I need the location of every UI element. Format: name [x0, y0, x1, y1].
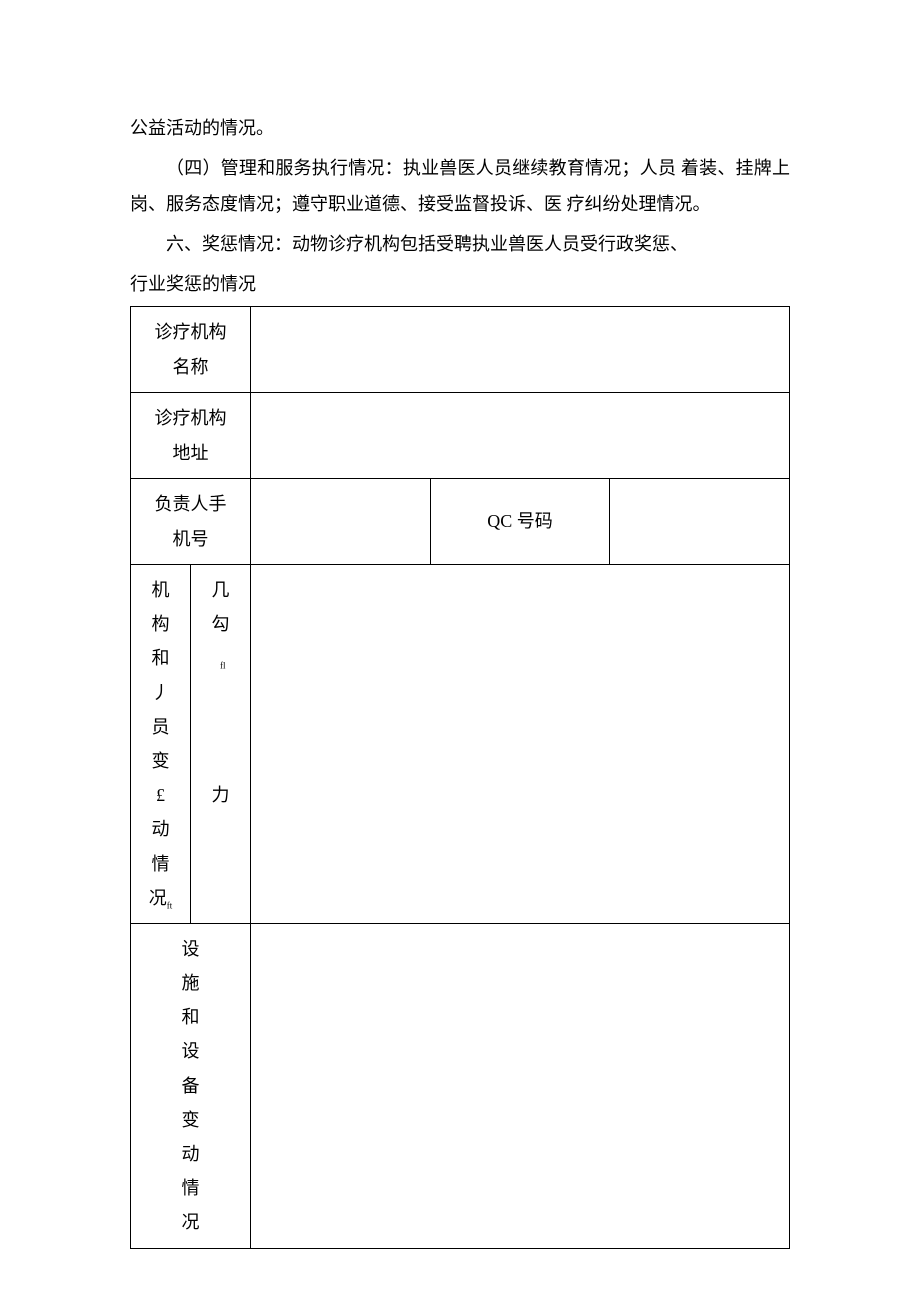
- value-facilities-changes: [251, 923, 790, 1248]
- table-row: 机构和丿员变£动情况ft 几勾 fl 力: [131, 565, 790, 924]
- value-org-personnel-changes: [251, 565, 790, 924]
- value-institution-name: [251, 307, 790, 393]
- label-institution-name: 诊疗机构 名称: [131, 307, 251, 393]
- table-row: 诊疗机构 名称: [131, 307, 790, 393]
- institution-info-table: 诊疗机构 名称 诊疗机构 地址 负责人手 机号 QC 号码 机构和丿员变£动情况…: [130, 306, 790, 1249]
- table-row: 诊疗机构 地址: [131, 393, 790, 479]
- value-institution-address: [251, 393, 790, 479]
- label-org-personnel-col2: 几勾 fl 力: [191, 565, 251, 924]
- para-industry-rewards: 行业奖惩的情况: [130, 266, 790, 302]
- table-row: 设施和设备变动情况: [131, 923, 790, 1248]
- label-institution-address: 诊疗机构 地址: [131, 393, 251, 479]
- value-qc-number: [610, 479, 790, 565]
- label-phone: 负责人手 机号: [131, 479, 251, 565]
- para-public-welfare: 公益活动的情况。: [130, 110, 790, 146]
- label-qc-number: QC 号码: [430, 479, 610, 565]
- value-phone: [251, 479, 431, 565]
- table-row: 负责人手 机号 QC 号码: [131, 479, 790, 565]
- para-section-four: （四）管理和服务执行情况：执业兽医人员继续教育情况；人员 着装、挂牌上岗、服务态…: [130, 150, 790, 222]
- para-section-six: 六、奖惩情况：动物诊疗机构包括受聘执业兽医人员受行政奖惩、: [130, 226, 790, 262]
- label-org-personnel-col1: 机构和丿员变£动情况ft: [131, 565, 191, 924]
- label-facilities-changes: 设施和设备变动情况: [131, 923, 251, 1248]
